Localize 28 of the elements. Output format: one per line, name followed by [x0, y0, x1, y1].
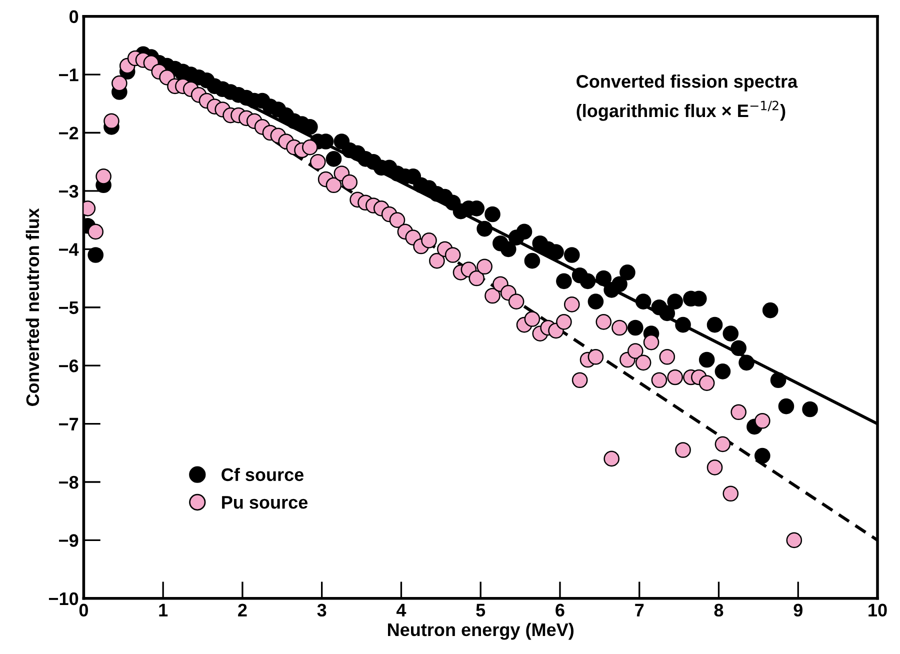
x-tick-label: 10	[868, 604, 887, 617]
y-tick-label: −6	[59, 360, 78, 372]
x-axis-title: Neutron energy (MeV)	[388, 622, 574, 640]
legend-label: Pu source	[222, 496, 308, 509]
x-tick-label: 4	[396, 604, 406, 616]
x-tick-label: 3	[317, 604, 326, 617]
y-tick-label: −4	[59, 243, 79, 256]
x-tick-label: 0	[79, 604, 88, 617]
y-tick-label: 0	[70, 10, 78, 24]
annotation: (logarithmic flux × E$^{−1/2}$)	[576, 100, 786, 121]
annotation: Converted fission spectra	[576, 74, 798, 92]
y-tick-label: −9	[59, 534, 78, 547]
y-tick-label: −3	[59, 184, 78, 198]
x-tick-label: 7	[635, 604, 644, 616]
y-tick-label: −8	[59, 476, 78, 489]
y-tick-label: −7	[59, 418, 78, 430]
y-tick-label: −2	[59, 126, 78, 140]
x-tick-label: 1	[159, 604, 168, 616]
x-tick-label: 5	[476, 604, 486, 617]
y-tick-label: −1	[59, 68, 78, 82]
y-tick-label: −5	[59, 302, 78, 314]
y-axis-title: Converted neutron flux	[26, 208, 40, 406]
y-tick-label: −10	[48, 592, 78, 606]
legend-label: Cf source	[222, 468, 304, 482]
x-tick-label: 8	[714, 604, 724, 617]
x-tick-label: 2	[238, 604, 247, 616]
x-tick-label: 6	[556, 604, 564, 617]
x-tick-label: 9	[794, 604, 802, 617]
